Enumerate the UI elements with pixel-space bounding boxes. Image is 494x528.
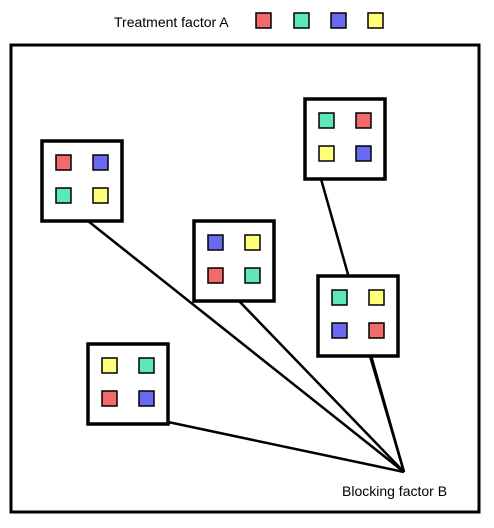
block-1-cell-treatment-teal (55, 187, 72, 204)
legend-swatch-treatment-teal (293, 12, 310, 29)
block-5-cell-treatment-blue (138, 390, 155, 407)
block-4 (316, 274, 400, 358)
block-4-cell-treatment-blue (331, 322, 348, 339)
block-2-frame (192, 219, 276, 303)
block-3-cell-treatment-yellow (318, 145, 335, 162)
block-1-cell-treatment-blue (92, 154, 109, 171)
legend-label: Treatment factor A (114, 14, 229, 30)
connector-line-2 (238, 300, 405, 473)
legend-swatch-treatment-blue (330, 12, 347, 29)
block-1-cell-treatment-red (55, 154, 72, 171)
block-3-cell-treatment-red (355, 112, 372, 129)
block-5-frame (86, 342, 170, 426)
block-2-cell-treatment-blue (207, 234, 224, 251)
connector-line-4 (368, 355, 406, 473)
block-2 (192, 219, 276, 303)
block-2-cell-treatment-yellow (244, 234, 261, 251)
block-3-cell-treatment-blue (355, 145, 372, 162)
block-3-cell-treatment-teal (318, 112, 335, 129)
connector-line-1 (87, 220, 405, 473)
block-4-frame (316, 274, 400, 358)
block-5-cell-treatment-red (101, 390, 118, 407)
legend-swatch-treatment-yellow (367, 12, 384, 29)
block-3 (303, 97, 387, 181)
block-5-cell-treatment-yellow (101, 357, 118, 374)
blocks (40, 97, 400, 426)
block-2-cell-treatment-teal (244, 267, 261, 284)
connector-lines (87, 178, 406, 474)
block-2-cell-treatment-red (207, 267, 224, 284)
field-frame (9, 43, 481, 514)
connector-line-5 (167, 420, 405, 474)
block-4-cell-treatment-red (368, 322, 385, 339)
block-5 (86, 342, 170, 426)
block-1-cell-treatment-yellow (92, 187, 109, 204)
legend-swatch-treatment-red (255, 12, 272, 29)
blocking-label: Blocking factor B (342, 483, 447, 499)
block-5-cell-treatment-teal (138, 357, 155, 374)
block-4-cell-treatment-teal (331, 289, 348, 306)
block-3-frame (303, 97, 387, 181)
block-1-frame (40, 139, 124, 223)
block-4-cell-treatment-yellow (368, 289, 385, 306)
block-1 (40, 139, 124, 223)
legend-swatches (255, 12, 384, 29)
